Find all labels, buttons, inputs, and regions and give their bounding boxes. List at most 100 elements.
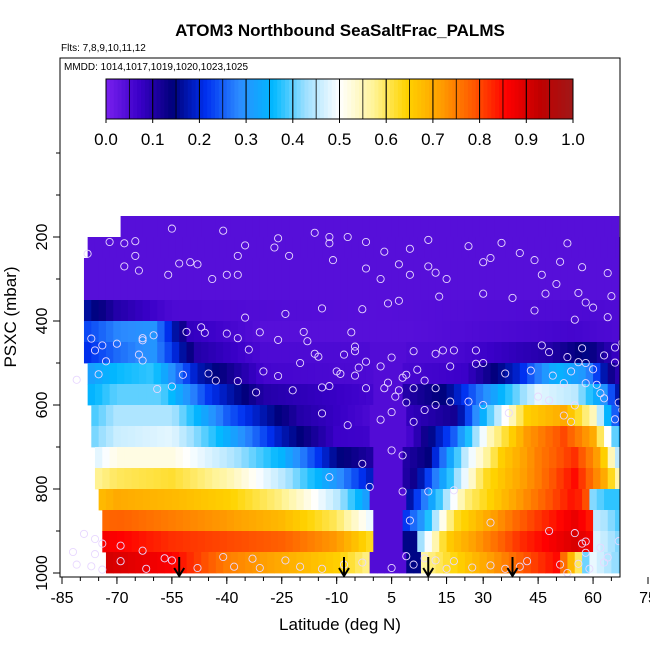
heatmap-cell <box>102 384 111 406</box>
heatmap-cell <box>578 468 587 490</box>
heatmap-cell <box>497 237 506 259</box>
sample-point <box>87 334 96 343</box>
heatmap-cell <box>259 489 268 511</box>
heatmap-cell <box>387 237 396 259</box>
heatmap-cell <box>552 300 561 322</box>
heatmap-cell <box>197 237 206 259</box>
heatmap-cell <box>135 258 144 280</box>
heatmap-cell <box>398 552 407 574</box>
heatmap-cell <box>530 552 539 574</box>
heatmap-cell <box>94 468 103 490</box>
heatmap-cell <box>376 552 385 574</box>
heatmap-cell <box>365 468 374 490</box>
heatmap-cell <box>497 468 506 490</box>
heatmap-cell <box>201 552 210 574</box>
heatmap-cell <box>347 405 356 427</box>
sample-point <box>548 371 557 380</box>
heatmap-cell <box>138 468 147 490</box>
sample-point <box>424 235 433 244</box>
heatmap-cell <box>497 447 506 469</box>
sample-point <box>193 563 202 573</box>
heatmap-cell <box>450 405 459 427</box>
heatmap-cell <box>164 552 173 574</box>
heatmap-cell <box>516 405 525 427</box>
heatmap-cell <box>336 237 345 259</box>
colorbar-segment <box>569 79 574 119</box>
sample-point <box>288 386 297 395</box>
heatmap-cell <box>336 468 345 490</box>
heatmap-cell <box>512 531 521 553</box>
heatmap-cell <box>369 216 378 238</box>
colorbar-segment <box>545 79 551 119</box>
heatmap-cell <box>442 426 451 448</box>
heatmap-cell <box>131 447 140 469</box>
heatmap-cell <box>556 384 565 406</box>
heatmap-cell <box>571 363 580 385</box>
heatmap-cell <box>607 468 616 490</box>
heatmap-cell <box>245 489 254 511</box>
heatmap-cell <box>618 321 620 343</box>
heatmap-cell <box>336 447 345 469</box>
heatmap-cell <box>197 384 206 406</box>
heatmap-cell <box>234 510 243 532</box>
heatmap-cell <box>523 405 532 427</box>
x-tick-label: 75 <box>639 590 650 607</box>
sample-point <box>626 318 633 325</box>
heatmap-cell <box>223 552 232 574</box>
heatmap-cell <box>300 363 308 385</box>
heatmap-cell <box>267 342 276 364</box>
heatmap-cell <box>453 468 462 490</box>
heatmap-cell <box>131 531 140 553</box>
heatmap-cell <box>274 489 283 511</box>
heatmap-cell <box>589 426 598 448</box>
heatmap-cell <box>116 237 125 259</box>
heatmap-cell <box>146 237 155 259</box>
heatmap-cell <box>322 531 330 553</box>
sample-point <box>255 328 264 337</box>
heatmap-cell <box>637 531 645 552</box>
heatmap-cell <box>611 300 620 322</box>
heatmap-cell <box>501 489 510 511</box>
heatmap-cell <box>362 321 371 343</box>
heatmap-cell <box>464 300 473 322</box>
heatmap-cell <box>135 426 144 448</box>
heatmap-cell <box>201 342 210 364</box>
colorbar-segment <box>495 79 500 119</box>
heatmap-cell <box>358 447 367 469</box>
heatmap-cell <box>387 363 396 385</box>
sample-point <box>164 270 173 279</box>
colorbar-segment <box>300 79 305 119</box>
heatmap-cell <box>483 237 492 259</box>
heatmap-cell <box>333 552 341 574</box>
colorbar-segment <box>133 79 138 119</box>
heatmap-cell <box>193 279 202 301</box>
colorbar-segment <box>106 79 111 119</box>
sample-point <box>120 262 129 271</box>
heatmap-cell <box>435 321 444 343</box>
heatmap-cell <box>179 216 188 238</box>
heatmap-cell <box>91 342 100 364</box>
heatmap-cell <box>571 237 580 259</box>
heatmap-cell <box>637 510 645 531</box>
x-tick-label: 30 <box>474 590 492 607</box>
heatmap-cell <box>626 279 634 300</box>
heatmap-cell <box>124 531 133 553</box>
heatmap-cell <box>457 489 466 511</box>
sample-point <box>350 342 360 351</box>
colorbar-segment <box>265 79 270 119</box>
x-tick-label: 15 <box>438 590 456 607</box>
heatmap-cell <box>256 447 265 469</box>
heatmap-cell <box>325 342 334 364</box>
heatmap-cell <box>179 342 188 364</box>
heatmap-cell <box>201 489 210 511</box>
heatmap-cell <box>369 342 378 364</box>
sample-point <box>241 313 250 322</box>
heatmap-cell <box>494 489 503 511</box>
sample-point <box>354 363 363 372</box>
sample-point <box>402 370 411 379</box>
heatmap-cell <box>545 405 554 427</box>
sample-point <box>68 547 78 557</box>
heatmap-cell <box>105 405 114 427</box>
heatmap-cell <box>219 510 228 532</box>
heatmap-cell <box>450 426 459 448</box>
